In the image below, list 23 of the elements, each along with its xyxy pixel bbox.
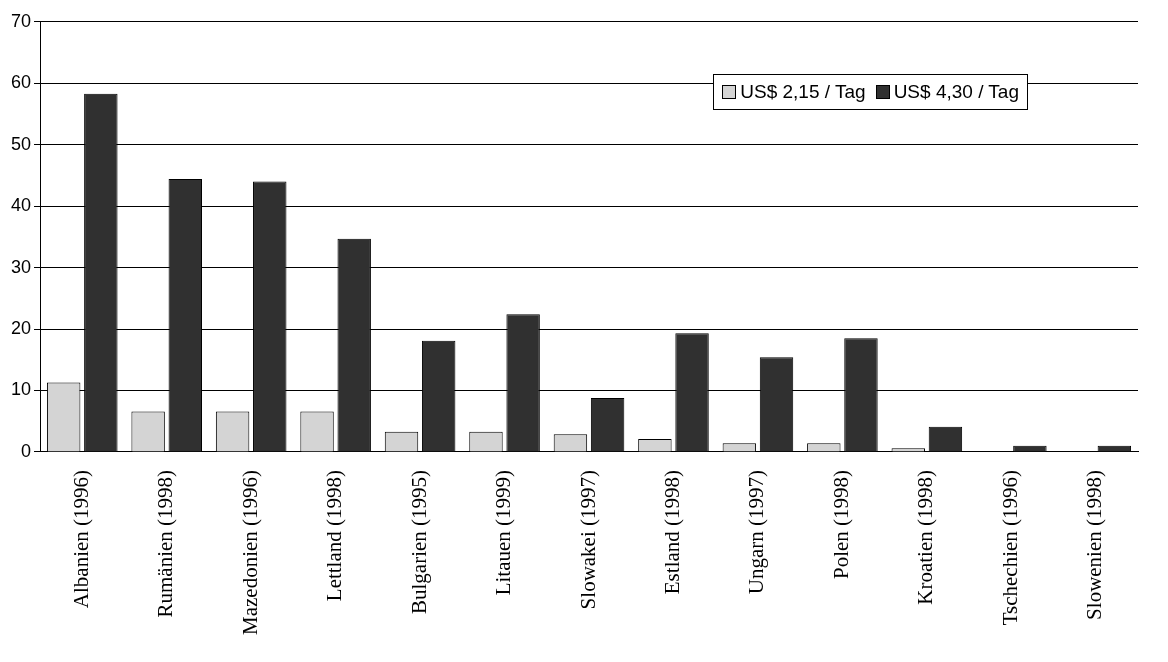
y-tick-label: 50 <box>10 133 32 154</box>
x-tick-label: Mazedonien (1996) <box>237 469 262 635</box>
x-tick-label: Litauen (1999) <box>491 469 516 596</box>
x-tick-label: Polen (1998) <box>828 469 853 580</box>
y-tick-label: 30 <box>10 256 32 277</box>
y-tick-label: 0 <box>21 440 32 461</box>
x-tick-label: Lettland (1998) <box>322 469 347 602</box>
x-tick-label: Rumänien (1998) <box>153 469 178 618</box>
x-tick-label: Tschechien (1996) <box>997 469 1022 626</box>
x-tick-label: Estland (1998) <box>659 469 684 595</box>
y-tick-label: 40 <box>10 195 32 216</box>
y-tick-label: 20 <box>10 318 32 339</box>
y-tick-label: 60 <box>10 72 32 93</box>
x-tick-label: Albanien (1996) <box>68 469 93 609</box>
x-tick-label: Bulgarien (1995) <box>406 469 431 615</box>
x-tick-label: Slowenien (1998) <box>1082 469 1107 620</box>
y-tick-label: 10 <box>10 379 32 400</box>
x-tick-label: Ungarn (1997) <box>744 469 769 595</box>
x-tick-label: Slowakei (1997) <box>575 469 600 610</box>
legend-label: US$ 2,15 / Tag <box>740 81 866 103</box>
x-tick-label: Kroatien (1998) <box>913 469 938 605</box>
y-tick-label: 70 <box>10 10 32 31</box>
legend-label: US$ 4,30 / Tag <box>893 81 1019 103</box>
